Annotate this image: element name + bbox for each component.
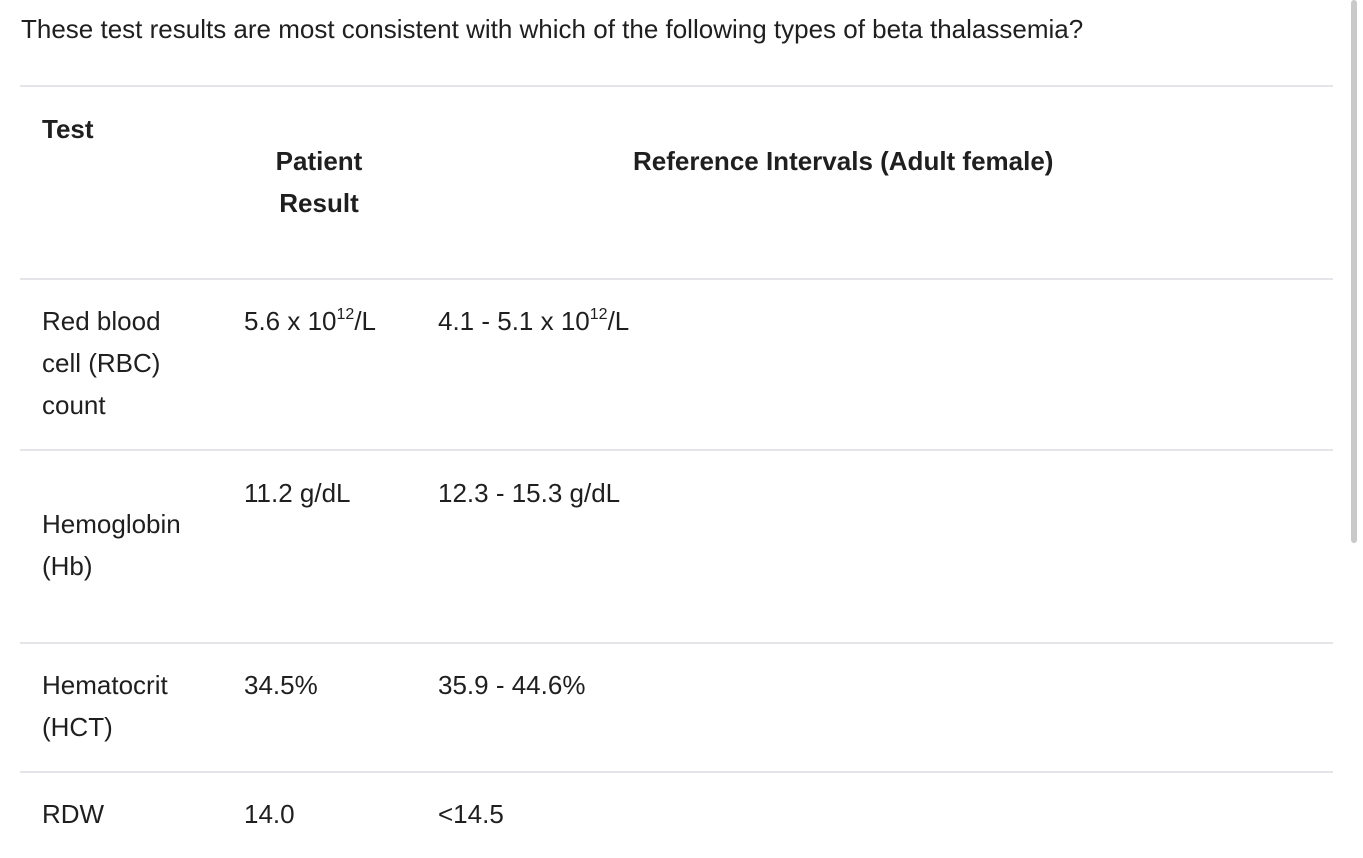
row-test: Red blood cell (RBC) count bbox=[42, 306, 161, 420]
divider bbox=[20, 278, 1333, 280]
question-text: These test results are most consistent w… bbox=[21, 14, 1084, 44]
divider bbox=[20, 771, 1333, 773]
header-reference: Reference Intervals (Adult female) bbox=[633, 146, 1054, 176]
row-patient: 5.6 x 1012/L bbox=[244, 306, 376, 336]
divider bbox=[20, 85, 1333, 87]
row-reference: 35.9 - 44.6% bbox=[438, 670, 586, 700]
scrollbar-thumb[interactable] bbox=[1351, 0, 1357, 543]
row-reference: 12.3 - 15.3 g/dL bbox=[438, 478, 621, 508]
row-reference: <14.5 bbox=[438, 799, 504, 829]
header-patient: Patient Result bbox=[275, 146, 363, 218]
header-test: Test bbox=[42, 114, 94, 144]
row-test: Hematocrit (HCT) bbox=[42, 670, 168, 742]
divider bbox=[20, 449, 1333, 451]
row-patient: 14.0 bbox=[244, 799, 295, 829]
row-patient: 11.2 g/dL bbox=[244, 478, 351, 508]
row-reference: 4.1 - 5.1 x 1012/L bbox=[438, 306, 630, 336]
divider bbox=[20, 642, 1333, 644]
row-test: RDW bbox=[42, 799, 105, 829]
row-patient: 34.5% bbox=[244, 670, 318, 700]
row-test: Hemoglobin (Hb) bbox=[42, 509, 181, 581]
